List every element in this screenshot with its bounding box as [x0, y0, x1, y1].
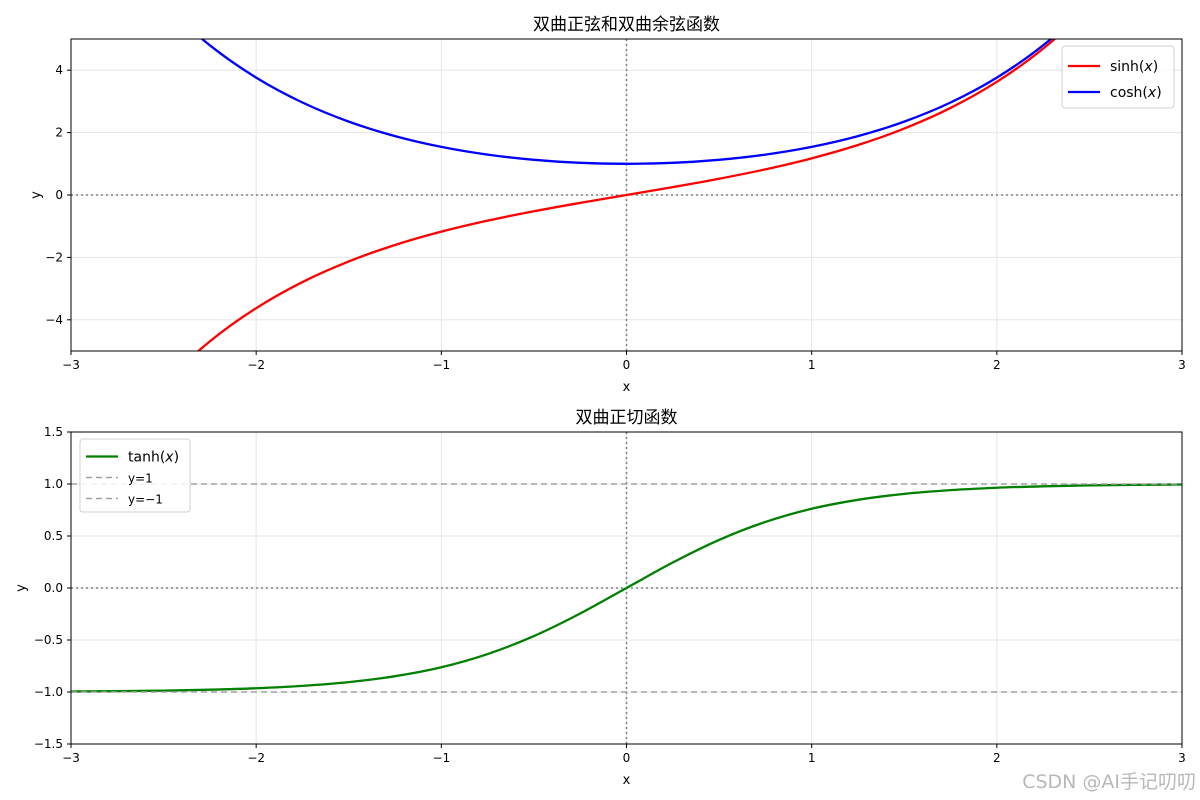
- y-tick-label: 0.0: [44, 581, 63, 595]
- legend-label-1: cosh(x): [1110, 85, 1162, 101]
- legend-label-0: sinh(x): [1110, 59, 1158, 75]
- x-tick-label: 0: [623, 751, 631, 765]
- y-tick-label: 2: [55, 126, 63, 140]
- legend-label-1: y=1: [128, 472, 153, 486]
- x-tick-label: −3: [62, 358, 80, 372]
- legend-label-0: tanh(x): [128, 450, 179, 466]
- y-tick-label: −0.5: [34, 633, 63, 647]
- y-axis-label: y: [14, 584, 29, 592]
- x-tick-label: −2: [247, 751, 265, 765]
- y-tick-label: 1.5: [44, 425, 63, 439]
- legend: sinh(x) cosh(x): [1061, 45, 1175, 109]
- legend-label-2: y=−1: [128, 493, 163, 507]
- x-tick-label: −2: [247, 358, 265, 372]
- x-tick-label: 1: [808, 358, 816, 372]
- watermark: CSDN @AI手记叨叨: [1022, 771, 1196, 793]
- x-tick-label: 0: [623, 358, 631, 372]
- series-line-0: [196, 39, 1057, 351]
- chart-tanh: −3 −2 −1 0 1 2 3 −1.5 −1.0 −0.5 0.0 0.5 1.0 1.5 x y 双曲正切…: [14, 408, 1186, 788]
- series-line-1: [200, 39, 1053, 165]
- chart-sinh-cosh: −3 −2 −1 0 1 2 3 −4 −2 0 2 4 x y 双曲正弦和双曲余弦函数 sinh(x) cos…: [29, 15, 1186, 395]
- y-tick-label: −4: [45, 313, 63, 327]
- y-tick-label: −1.5: [34, 737, 63, 751]
- x-tick-label: −3: [62, 751, 80, 765]
- x-tick-label: 2: [993, 358, 1001, 372]
- y-tick-label: −1.0: [34, 685, 63, 699]
- x-tick-label: 3: [1178, 358, 1186, 372]
- y-tick-label: −2: [45, 250, 63, 264]
- y-tick-label: 0: [55, 188, 63, 202]
- x-tick-label: −1: [432, 751, 450, 765]
- y-tick-label: 1.0: [44, 477, 63, 491]
- plot-area: [196, 39, 1057, 351]
- legend: tanh(x) y=1 y=−1: [79, 438, 191, 513]
- y-axis-label: y: [29, 191, 44, 199]
- x-axis-label: x: [623, 380, 631, 395]
- y-tick-label: 4: [55, 63, 63, 77]
- x-tick-label: 3: [1178, 751, 1186, 765]
- x-tick-label: 1: [808, 751, 816, 765]
- x-axis-label: x: [623, 773, 631, 788]
- x-tick-label: 2: [993, 751, 1001, 765]
- y-tick-label: 0.5: [44, 529, 63, 543]
- series-line-0: [71, 483, 1182, 693]
- chart-title: 双曲正切函数: [576, 408, 678, 428]
- x-tick-label: −1: [432, 358, 450, 372]
- chart-title: 双曲正弦和双曲余弦函数: [533, 15, 720, 35]
